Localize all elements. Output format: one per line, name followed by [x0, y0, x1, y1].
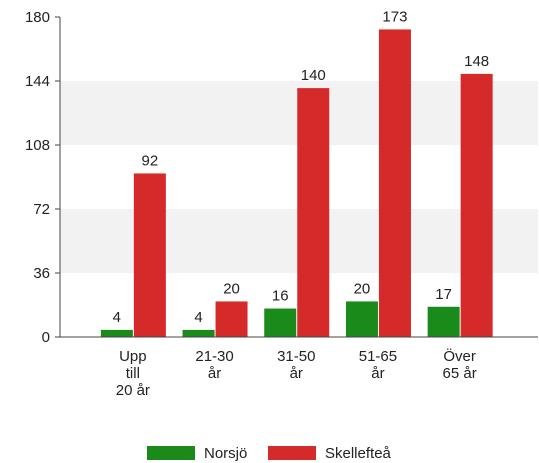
legend-swatch — [147, 446, 195, 460]
value-label: 92 — [142, 152, 159, 169]
x-tick-label: 21-30 år — [195, 348, 233, 382]
value-label: 16 — [272, 288, 289, 305]
bar — [100, 329, 133, 337]
x-tick-label: Över 65 år — [443, 347, 477, 382]
y-tick-label: 144 — [25, 73, 50, 90]
value-label: 20 — [354, 280, 371, 297]
y-tick-label: 180 — [25, 9, 50, 26]
y-tick-label: 72 — [33, 201, 50, 218]
legend-label: Skellefteå — [325, 445, 392, 462]
x-tick-label: 51-65 år — [359, 348, 397, 382]
bar — [264, 308, 297, 337]
value-label: 173 — [382, 8, 407, 25]
bar — [297, 88, 330, 337]
value-label: 20 — [223, 280, 240, 297]
bar — [182, 329, 215, 337]
legend-swatch — [268, 446, 316, 460]
y-tick-label: 0 — [42, 329, 50, 346]
x-tick-label: 31-50 år — [277, 348, 315, 382]
y-tick-label: 108 — [25, 137, 50, 154]
value-label: 17 — [435, 286, 452, 303]
value-label: 4 — [113, 309, 121, 326]
value-label: 4 — [194, 309, 202, 326]
bar — [215, 301, 248, 337]
legend-label: Norsjö — [204, 445, 247, 462]
bar — [378, 29, 411, 337]
bar — [133, 173, 166, 337]
value-label: 140 — [301, 67, 326, 84]
y-tick-label: 36 — [33, 265, 50, 282]
bar — [427, 306, 460, 337]
x-tick-label: Upp till 20 år — [116, 348, 150, 399]
bar — [345, 301, 378, 337]
value-label: 148 — [464, 53, 489, 70]
bar — [460, 73, 493, 337]
